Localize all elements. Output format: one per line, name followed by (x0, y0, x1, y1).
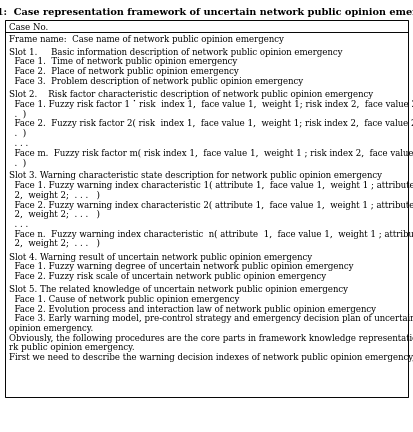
Text: Face 1. Cause of network public opinion emergency: Face 1. Cause of network public opinion … (9, 295, 240, 304)
Text: 2,  weight 2;  . . .   ): 2, weight 2; . . . ) (9, 210, 100, 219)
Text: Face 2.  Place of network public opinion emergency: Face 2. Place of network public opinion … (9, 67, 239, 76)
Text: Slot 1.     Basic information description of network public opinion emergency: Slot 1. Basic information description of… (9, 48, 343, 57)
Text: . . .: . . . (9, 139, 28, 148)
Text: 2,  weight 2;  . . .   ): 2, weight 2; . . . ) (9, 239, 100, 248)
Bar (5, 20, 408, 397)
Text: Face n.  Fuzzy warning index characteristic  n( attribute  1,  face value 1,  we: Face n. Fuzzy warning index characterist… (9, 229, 413, 239)
Text: Slot 2.    Risk factor characteristic description of network public opinion emer: Slot 2. Risk factor characteristic descr… (9, 90, 373, 99)
Text: Slot 5. The related knowledge of uncertain network public opinion emergency: Slot 5. The related knowledge of uncerta… (9, 285, 348, 294)
Text: Face 1. Fuzzy risk factor 1⠈ risk  index 1,  face value 1,  weight 1; risk index: Face 1. Fuzzy risk factor 1⠈ risk index … (9, 100, 413, 109)
Text: Obviously, the following procedures are the core parts in framework knowledge re: Obviously, the following procedures are … (9, 334, 413, 343)
Text: Face 1. Fuzzy warning index characteristic 1( attribute 1,  face value 1,  weigh: Face 1. Fuzzy warning index characterist… (9, 181, 413, 190)
Text: .  ): . ) (9, 109, 26, 118)
Text: Face 2.  Fuzzy risk factor 2( risk  index 1,  face value 1,  weight 1; risk inde: Face 2. Fuzzy risk factor 2( risk index … (9, 119, 413, 128)
Text: Face 2. Evolution process and interaction law of network public opinion emergenc: Face 2. Evolution process and interactio… (9, 305, 376, 314)
Text: Face 1.  Time of network public opinion emergency: Face 1. Time of network public opinion e… (9, 57, 237, 67)
Text: .  ): . ) (9, 129, 26, 138)
Text: First we need to describe the warning decision indexes of network public opinion: First we need to describe the warning de… (9, 353, 413, 362)
Text: Slot 4. Warning result of uncertain network public opinion emergency: Slot 4. Warning result of uncertain netw… (9, 252, 312, 261)
Text: rk public opinion emergency.: rk public opinion emergency. (9, 343, 135, 353)
Text: Slot 3. Warning characteristic state description for network public opinion emer: Slot 3. Warning characteristic state des… (9, 171, 382, 180)
Text: Frame name:  Case name of network public opinion emergency: Frame name: Case name of network public … (9, 35, 284, 44)
Text: Face 1. Fuzzy warning degree of uncertain network public opinion emergency: Face 1. Fuzzy warning degree of uncertai… (9, 262, 354, 271)
Text: Face 3. Early warning model, pre-control strategy and emergency decision plan of: Face 3. Early warning model, pre-control… (9, 314, 413, 323)
Text: Face 2. Fuzzy risk scale of uncertain network public opinion emergency: Face 2. Fuzzy risk scale of uncertain ne… (9, 272, 326, 281)
Text: opinion emergency.: opinion emergency. (9, 324, 93, 333)
Text: 2,  weight 2;  . . .   ): 2, weight 2; . . . ) (9, 191, 100, 200)
Text: Face 3.  Problem description of network public opinion emergency: Face 3. Problem description of network p… (9, 77, 303, 86)
Text: .  ): . ) (9, 158, 26, 167)
Text: Case No.: Case No. (9, 23, 48, 32)
Text: Table 1:  Case representation framework of uncertain network public opinion emer: Table 1: Case representation framework o… (0, 8, 413, 17)
Text: Face 2. Fuzzy warning index characteristic 2( attribute 1,  face value 1,  weigh: Face 2. Fuzzy warning index characterist… (9, 200, 413, 210)
Text: Face m.  Fuzzy risk factor m( risk index 1,  face value 1,  weight 1 ; risk inde: Face m. Fuzzy risk factor m( risk index … (9, 148, 413, 158)
Text: . . .: . . . (9, 220, 28, 229)
